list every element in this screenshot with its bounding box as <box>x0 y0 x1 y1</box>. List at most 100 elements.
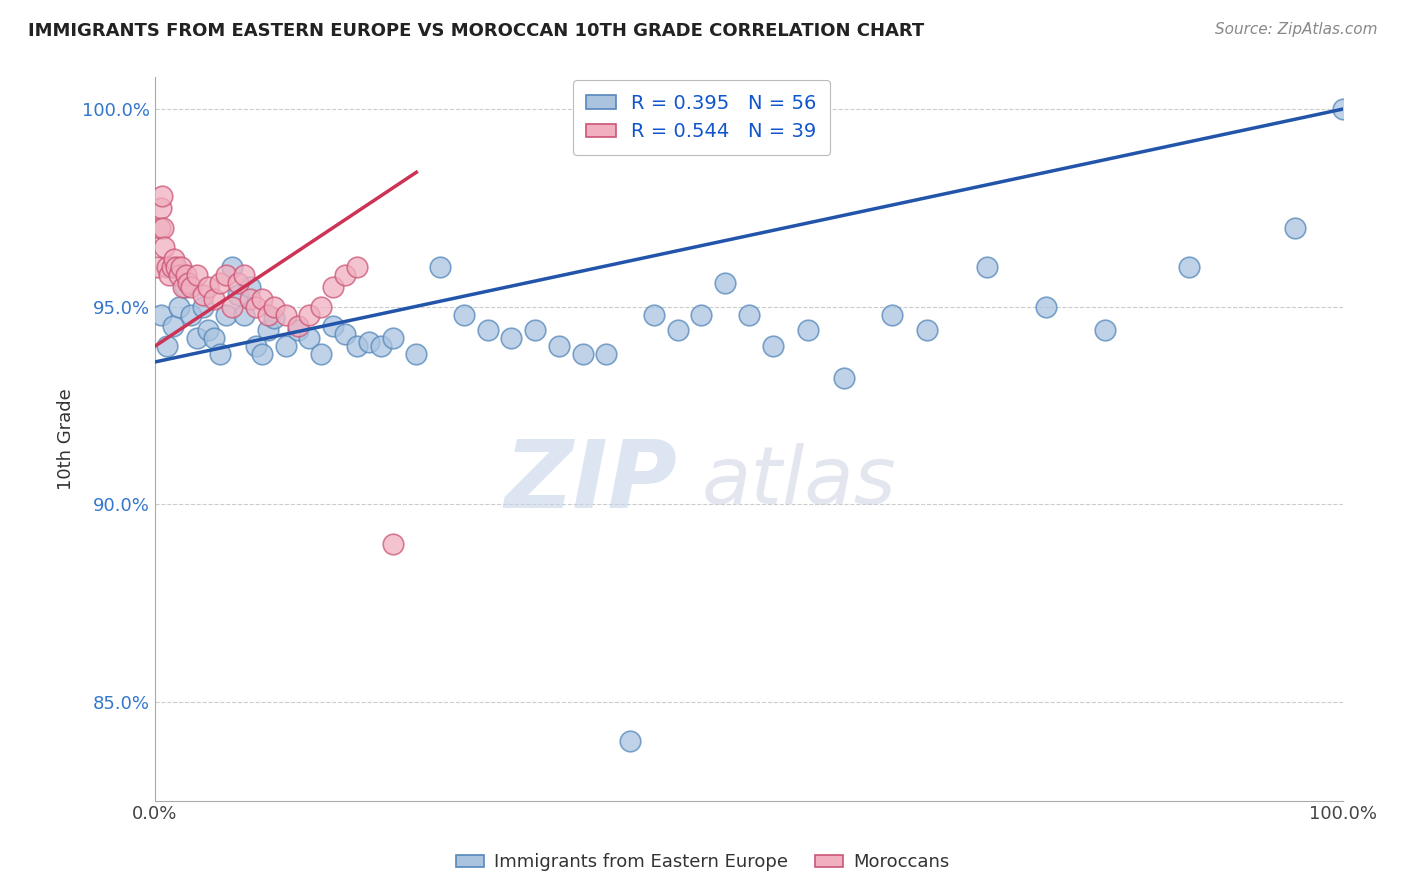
Point <box>381 537 404 551</box>
Point <box>298 308 321 322</box>
Point <box>738 308 761 322</box>
Point <box>263 311 285 326</box>
Point <box>209 347 232 361</box>
Y-axis label: 10th Grade: 10th Grade <box>58 388 75 490</box>
Point <box>149 308 172 322</box>
Point <box>263 300 285 314</box>
Point <box>157 268 180 282</box>
Point <box>239 280 262 294</box>
Point <box>226 276 249 290</box>
Point <box>233 308 256 322</box>
Point <box>170 260 193 274</box>
Point <box>150 189 173 203</box>
Point <box>524 323 547 337</box>
Point <box>346 260 368 274</box>
Point <box>832 371 855 385</box>
Text: IMMIGRANTS FROM EASTERN EUROPE VS MOROCCAN 10TH GRADE CORRELATION CHART: IMMIGRANTS FROM EASTERN EUROPE VS MOROCC… <box>28 22 924 40</box>
Point <box>477 323 499 337</box>
Point <box>250 347 273 361</box>
Point <box>167 300 190 314</box>
Point <box>619 734 641 748</box>
Point <box>186 268 208 282</box>
Point <box>239 292 262 306</box>
Point <box>146 260 169 274</box>
Point <box>666 323 689 337</box>
Legend: Immigrants from Eastern Europe, Moroccans: Immigrants from Eastern Europe, Moroccan… <box>449 847 957 879</box>
Point <box>156 260 179 274</box>
Point <box>346 339 368 353</box>
Point <box>160 260 183 274</box>
Point <box>762 339 785 353</box>
Point <box>1177 260 1199 274</box>
Point <box>221 300 243 314</box>
Point <box>153 240 176 254</box>
Text: ZIP: ZIP <box>505 436 678 528</box>
Text: Source: ZipAtlas.com: Source: ZipAtlas.com <box>1215 22 1378 37</box>
Point <box>186 331 208 345</box>
Point <box>180 308 202 322</box>
Point <box>311 300 333 314</box>
Point <box>915 323 938 337</box>
Point <box>1331 102 1354 116</box>
Point <box>250 292 273 306</box>
Point <box>311 347 333 361</box>
Point <box>202 331 225 345</box>
Point <box>287 323 309 337</box>
Point <box>215 268 238 282</box>
Point <box>548 339 571 353</box>
Point <box>405 347 427 361</box>
Point <box>595 347 617 361</box>
Point <box>202 292 225 306</box>
Point <box>274 339 297 353</box>
Point <box>162 319 184 334</box>
Point <box>209 276 232 290</box>
Point <box>256 308 278 322</box>
Point <box>1284 220 1306 235</box>
Point <box>880 308 903 322</box>
Point <box>322 280 344 294</box>
Point <box>167 268 190 282</box>
Point <box>797 323 820 337</box>
Point <box>429 260 451 274</box>
Point <box>149 201 172 215</box>
Point <box>571 347 593 361</box>
Point <box>1094 323 1116 337</box>
Point <box>274 308 297 322</box>
Text: atlas: atlas <box>702 443 896 522</box>
Point <box>149 220 172 235</box>
Point <box>191 287 214 301</box>
Point <box>152 220 174 235</box>
Point <box>322 319 344 334</box>
Point <box>173 280 195 294</box>
Point <box>177 276 200 290</box>
Point <box>191 300 214 314</box>
Point <box>298 331 321 345</box>
Point <box>1035 300 1057 314</box>
Point <box>245 339 267 353</box>
Point <box>156 339 179 353</box>
Point <box>333 327 356 342</box>
Point <box>333 268 356 282</box>
Legend: R = 0.395   N = 56, R = 0.544   N = 39: R = 0.395 N = 56, R = 0.544 N = 39 <box>572 80 830 155</box>
Point <box>643 308 665 322</box>
Point <box>221 260 243 274</box>
Point <box>226 287 249 301</box>
Point <box>197 323 219 337</box>
Point <box>245 300 267 314</box>
Point <box>453 308 475 322</box>
Point <box>233 268 256 282</box>
Point <box>197 280 219 294</box>
Point <box>381 331 404 345</box>
Point <box>370 339 392 353</box>
Point <box>163 252 186 267</box>
Point <box>215 308 238 322</box>
Point <box>180 280 202 294</box>
Point <box>976 260 998 274</box>
Point <box>501 331 523 345</box>
Point <box>690 308 713 322</box>
Point <box>714 276 737 290</box>
Point <box>287 319 309 334</box>
Point <box>357 335 380 350</box>
Point <box>174 268 197 282</box>
Point <box>256 323 278 337</box>
